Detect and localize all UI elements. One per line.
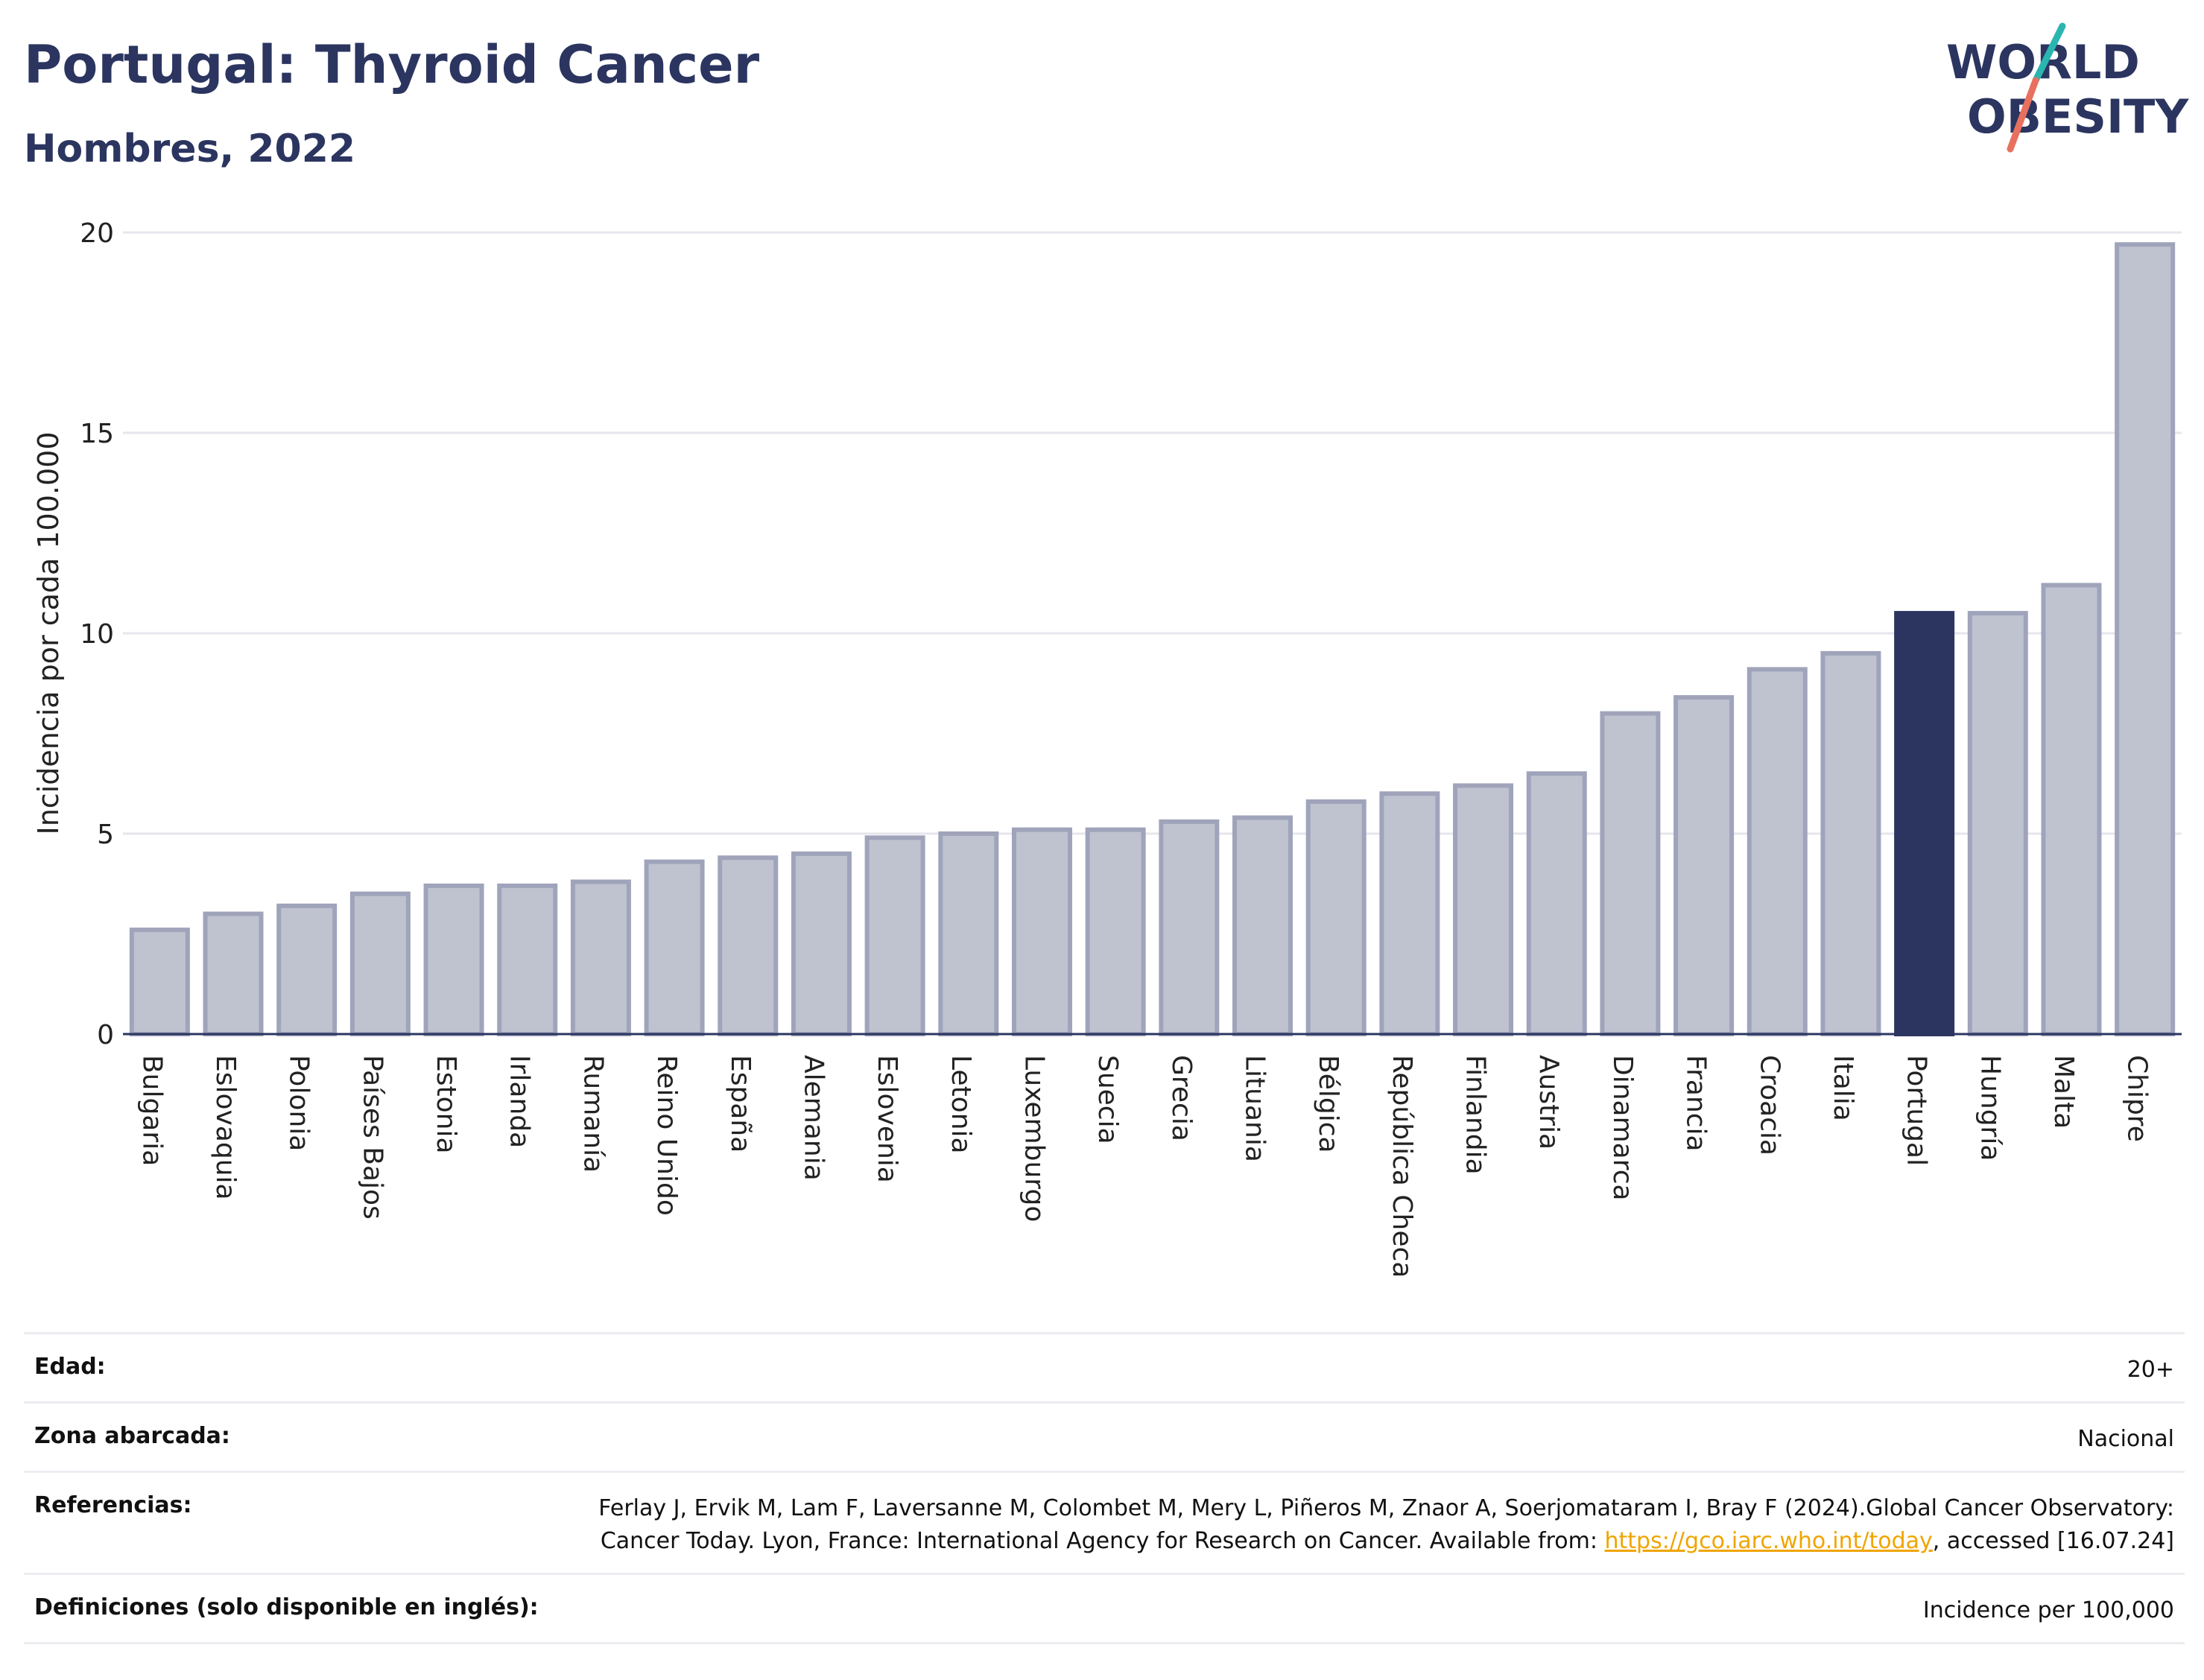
references-value: Ferlay J, Ervik M, Lam F, Laversanne M, … bbox=[535, 1492, 2174, 1558]
bar-croacia bbox=[1747, 667, 1808, 1036]
x-tick-label: Lituania bbox=[1240, 1055, 1270, 1162]
bar-dinamarca bbox=[1600, 711, 1661, 1036]
bar-suecia bbox=[1085, 827, 1146, 1036]
bar-chipre bbox=[2115, 242, 2176, 1036]
bar-finlandia bbox=[1453, 783, 1514, 1036]
meta-row-definitions: Definiciones (solo disponible en inglés)… bbox=[24, 1573, 2185, 1644]
bar-letonia bbox=[938, 831, 999, 1036]
bar-chart: 0 5 10 15 20 Bulgaria Eslovaquia Polonia Países … bbox=[32, 218, 2182, 1278]
x-tick-label: Irlanda bbox=[504, 1055, 535, 1148]
x-tick-label: Italia bbox=[1828, 1055, 1858, 1121]
x-tick-label: Polonia bbox=[284, 1055, 314, 1151]
meta-row-age: Edad: 20+ bbox=[24, 1332, 2185, 1401]
x-tick-label: Países Bajos bbox=[357, 1055, 387, 1220]
chart-subtitle: Hombres, 2022 bbox=[24, 127, 356, 171]
bar-irlanda bbox=[497, 883, 558, 1036]
definitions-value: Incidence per 100,000 bbox=[1922, 1597, 2174, 1623]
axes: 0 5 10 15 20 Bulgaria Eslovaquia Polonia Países … bbox=[80, 218, 2182, 1278]
bar-reino-unido bbox=[644, 859, 705, 1037]
x-tick-label: Dinamarca bbox=[1607, 1055, 1638, 1201]
bar-polonia bbox=[276, 903, 338, 1036]
x-tick-label: Letonia bbox=[946, 1055, 976, 1154]
references-text: Ferlay J, Ervik M, Lam F, Laversanne M, … bbox=[598, 1495, 2174, 1554]
bar-portugal bbox=[1894, 611, 1955, 1036]
bar-eslovenia bbox=[864, 835, 925, 1036]
bar-francia bbox=[1673, 695, 1735, 1037]
bar-bulgaria bbox=[129, 928, 190, 1036]
references-link[interactable]: https://gco.iarc.who.int/today bbox=[1604, 1528, 1933, 1554]
y-tick-label: 5 bbox=[97, 820, 114, 850]
meta-row-references: Referencias: Ferlay J, Ervik M, Lam F, L… bbox=[24, 1471, 2185, 1573]
y-axis-label: Incidencia por cada 100.000 bbox=[32, 431, 65, 834]
references-label: Referencias: bbox=[34, 1492, 192, 1518]
x-tick-label: Eslovenia bbox=[872, 1055, 902, 1183]
x-tick-label: Grecia bbox=[1166, 1055, 1197, 1141]
x-tick-label: Eslovaquia bbox=[210, 1055, 241, 1200]
bar-hungría bbox=[1967, 611, 2028, 1036]
x-tick-label: Finlandia bbox=[1460, 1055, 1491, 1175]
x-tick-label: Bélgica bbox=[1313, 1055, 1343, 1153]
world-obesity-logo: WORLD OBESITY bbox=[1946, 22, 2189, 153]
bar-eslovaquia bbox=[203, 911, 264, 1036]
x-tick-label: Bulgaria bbox=[136, 1055, 167, 1166]
x-tick-label: Austria bbox=[1533, 1055, 1564, 1150]
chart-title: Portugal: Thyroid Cancer bbox=[24, 34, 760, 95]
bar-grecia bbox=[1159, 819, 1220, 1036]
bar-bélgica bbox=[1305, 799, 1367, 1036]
metadata-table: Edad: 20+ Zona abarcada: Nacional Refere… bbox=[24, 1332, 2185, 1644]
age-label: Edad: bbox=[34, 1354, 106, 1380]
x-tick-label: Portugal bbox=[1901, 1055, 1932, 1166]
x-tick-label: Chipre bbox=[2122, 1055, 2153, 1142]
bar-países-bajos bbox=[349, 891, 411, 1036]
x-tick-label: Estonia bbox=[431, 1055, 461, 1154]
bar-malta bbox=[2041, 583, 2102, 1036]
x-tick-label: República Checa bbox=[1387, 1055, 1417, 1278]
x-tick-label: Hungría bbox=[1975, 1055, 2005, 1161]
x-tick-label: Reino Unido bbox=[651, 1055, 682, 1216]
area-value: Nacional bbox=[2077, 1426, 2174, 1452]
meta-row-area: Zona abarcada: Nacional bbox=[24, 1401, 2185, 1471]
x-tick-label: Luxemburgo bbox=[1019, 1055, 1049, 1222]
y-tick-label: 10 bbox=[80, 619, 114, 650]
x-tick-label: Rumanía bbox=[577, 1055, 608, 1173]
logo-line2: OBESITY bbox=[1967, 89, 2189, 144]
bar-república-checa bbox=[1379, 791, 1440, 1036]
definitions-label: Definiciones (solo disponible en inglés)… bbox=[34, 1594, 539, 1620]
bar-españa bbox=[718, 855, 779, 1037]
age-value: 20+ bbox=[2127, 1357, 2174, 1383]
references-text-end: , accessed [16.07.24] bbox=[1932, 1528, 2174, 1554]
bar-estonia bbox=[423, 883, 484, 1036]
y-tick-label: 20 bbox=[80, 218, 114, 249]
area-label: Zona abarcada: bbox=[34, 1423, 230, 1449]
x-tick-label: Francia bbox=[1681, 1055, 1711, 1152]
bars bbox=[129, 242, 2176, 1037]
bar-lituania bbox=[1232, 815, 1293, 1036]
y-tick-label: 15 bbox=[80, 419, 114, 449]
bar-luxemburgo bbox=[1011, 827, 1072, 1036]
x-tick-label: Suecia bbox=[1092, 1055, 1123, 1144]
x-tick-label: Malta bbox=[2048, 1055, 2079, 1129]
bar-alemania bbox=[791, 851, 852, 1037]
bar-rumanía bbox=[570, 879, 631, 1037]
x-tick-label: España bbox=[725, 1055, 756, 1153]
x-tick-label: Alemania bbox=[798, 1055, 829, 1181]
y-tick-label: 0 bbox=[97, 1020, 114, 1050]
x-tick-label: Croacia bbox=[1754, 1055, 1785, 1156]
bar-italia bbox=[1820, 650, 1881, 1037]
bar-austria bbox=[1526, 771, 1587, 1037]
